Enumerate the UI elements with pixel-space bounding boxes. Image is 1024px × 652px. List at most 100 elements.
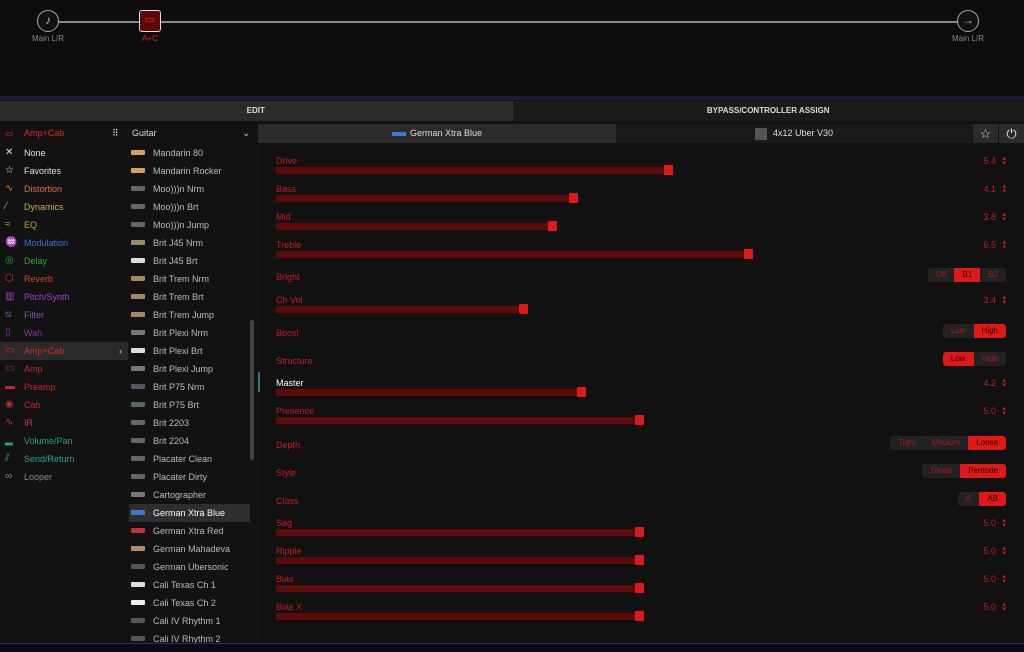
slider-track[interactable] — [276, 306, 524, 313]
model-list-item[interactable]: Placater Dirty — [129, 468, 250, 486]
model-list-item[interactable]: German Xtra Blue — [129, 504, 250, 522]
model-list-item[interactable]: Brit Trem Brt — [129, 288, 250, 306]
switch-option[interactable]: Medium — [931, 438, 961, 447]
category-distortion[interactable]: ∿ Distortion — [0, 180, 128, 198]
category-cab[interactable]: ◉ Cab — [0, 396, 128, 414]
category-ir[interactable]: ∿ IR — [0, 414, 128, 432]
slider-handle[interactable] — [664, 165, 674, 175]
slider-handle[interactable] — [635, 555, 644, 565]
switch-option[interactable]: High — [973, 324, 1006, 338]
switch-option[interactable]: B2 — [988, 270, 998, 279]
param-value[interactable]: 5.0 — [983, 406, 996, 416]
stepper-arrows-icon[interactable]: ▴ ▾ — [1002, 183, 1006, 195]
model-list-item[interactable]: Brit J45 Nrm — [129, 234, 250, 252]
resize-handle[interactable] — [258, 372, 260, 392]
category-favorites[interactable]: ☆ Favorites — [0, 162, 128, 180]
param-value[interactable]: 6.5 — [983, 240, 996, 250]
param-value[interactable]: 5.0 — [983, 574, 996, 584]
stepper-arrows-icon[interactable]: ▴ ▾ — [1002, 211, 1006, 223]
model-list-item[interactable]: Brit P75 Brt — [129, 396, 250, 414]
slider-track[interactable] — [276, 167, 670, 174]
category-header[interactable]: ▭ Amp+Cab — [0, 124, 128, 143]
model-list-item[interactable]: Brit 2203 — [129, 414, 250, 432]
category-modulation[interactable]: ♒ Modulation — [0, 234, 128, 252]
param-value[interactable]: 5.0 — [983, 546, 996, 556]
category-pitch-synth[interactable]: ▥ Pitch/Synth — [0, 288, 128, 306]
model-list-item[interactable]: Moo)))n Jump — [129, 216, 250, 234]
filter-dropdown[interactable]: ⠿ Guitar ⌄ — [112, 124, 252, 143]
model-list-item[interactable]: Cali IV Rhythm 1 — [129, 612, 250, 630]
switch-option[interactable]: Off — [935, 270, 947, 279]
slider-handle[interactable] — [635, 611, 644, 621]
favorite-star-icon[interactable]: ☆ — [973, 124, 998, 143]
param-value[interactable]: 5.0 — [983, 518, 996, 528]
model-list-item[interactable]: Moo)))n Brt — [129, 198, 250, 216]
slider-track[interactable] — [276, 251, 750, 258]
slider-track[interactable] — [276, 389, 582, 396]
amp-tab[interactable]: German Xtra Blue — [258, 124, 616, 143]
model-list-scrollbar[interactable] — [250, 320, 254, 460]
model-list-item[interactable]: Brit Plexi Jump — [129, 360, 250, 378]
model-list-item[interactable]: Brit P75 Nrm — [129, 378, 250, 396]
switch-option[interactable]: B1 — [954, 268, 981, 282]
param-value[interactable]: 5.4 — [983, 156, 996, 166]
slider-handle[interactable] — [744, 249, 754, 259]
model-list-item[interactable]: German Xtra Red — [129, 522, 250, 540]
slider-track[interactable] — [276, 417, 640, 424]
stepper-arrows-icon[interactable]: ▴ ▾ — [1002, 294, 1006, 306]
slider-track[interactable] — [276, 585, 640, 592]
model-list-item[interactable]: Brit 2204 — [129, 432, 250, 450]
category-delay[interactable]: ◎ Delay — [0, 252, 128, 270]
output-node[interactable]: → Main L/R — [938, 10, 998, 43]
param-value[interactable]: 3.4 — [983, 295, 996, 305]
model-list-item[interactable]: Brit Trem Jump — [129, 306, 250, 324]
switch-option[interactable]: Low — [950, 326, 966, 335]
stepper-arrows-icon[interactable]: ▴ ▾ — [1002, 601, 1006, 613]
stepper-arrows-icon[interactable]: ▴ ▾ — [1002, 377, 1006, 389]
switch-option[interactable]: Low — [942, 352, 974, 366]
cab-tab[interactable]: 4x12 Uber V30 — [616, 124, 972, 143]
stepper-arrows-icon[interactable]: ▴ ▾ — [1002, 405, 1006, 417]
stepper-arrows-icon[interactable]: ▴ ▾ — [1002, 155, 1006, 167]
model-list-item[interactable]: Moo)))n Nrm — [129, 180, 250, 198]
switch-option[interactable]: Tight — [898, 438, 916, 447]
category-looper[interactable]: ∞ Looper — [0, 468, 128, 486]
model-list-item[interactable]: Cali Texas Ch 2 — [129, 594, 250, 612]
param-value[interactable]: 5.0 — [983, 602, 996, 612]
slider-handle[interactable] — [576, 387, 586, 397]
param-value[interactable]: 4.2 — [983, 378, 996, 388]
input-node[interactable]: ♪ Main L/R — [18, 10, 78, 43]
slider-handle[interactable] — [635, 527, 644, 537]
param-value[interactable]: 4.1 — [983, 184, 996, 194]
param-value[interactable]: 3.8 — [983, 212, 996, 222]
switch-option[interactable]: A — [965, 494, 972, 503]
model-list-item[interactable]: Brit J45 Brt — [129, 252, 250, 270]
category-eq[interactable]: ≈ EQ — [0, 216, 128, 234]
category-filter[interactable]: ⧅ Filter — [0, 306, 128, 324]
model-list-item[interactable]: German Mahadeva — [129, 540, 250, 558]
slider-track[interactable] — [276, 529, 640, 536]
switch-option[interactable]: AB — [979, 492, 1006, 506]
category-none[interactable]: ✕ None — [0, 144, 128, 162]
switch-option[interactable]: Pentode — [960, 464, 1006, 478]
slider-track[interactable] — [276, 195, 575, 202]
tab-edit[interactable]: EDIT — [0, 101, 512, 121]
model-list-item[interactable]: Cartographer — [129, 486, 250, 504]
slider-handle[interactable] — [547, 221, 557, 231]
category-reverb[interactable]: ⬡ Reverb — [0, 270, 128, 288]
category-send-return[interactable]: ⫽ Send/Return — [0, 450, 128, 468]
stepper-arrows-icon[interactable]: ▴ ▾ — [1002, 517, 1006, 529]
model-list-item[interactable]: Mandarin Rocker — [129, 162, 250, 180]
category-amp-cab[interactable]: ▭ Amp+Cab › — [0, 342, 128, 360]
slider-track[interactable] — [276, 613, 640, 620]
amp-cab-block[interactable]: ▭ A+C — [120, 10, 180, 43]
slider-track[interactable] — [276, 223, 553, 230]
switch-option[interactable]: Loose — [968, 436, 1006, 450]
stepper-arrows-icon[interactable]: ▴ ▾ — [1002, 545, 1006, 557]
tab-bypass-controller-assign[interactable]: BYPASS/CONTROLLER ASSIGN — [511, 101, 1024, 121]
stepper-arrows-icon[interactable]: ▴ ▾ — [1002, 573, 1006, 585]
slider-handle[interactable] — [518, 304, 528, 314]
model-list-item[interactable]: Brit Plexi Nrm — [129, 324, 250, 342]
model-list-item[interactable]: Brit Trem Nrm — [129, 270, 250, 288]
model-list-item[interactable]: Cali Texas Ch 1 — [129, 576, 250, 594]
